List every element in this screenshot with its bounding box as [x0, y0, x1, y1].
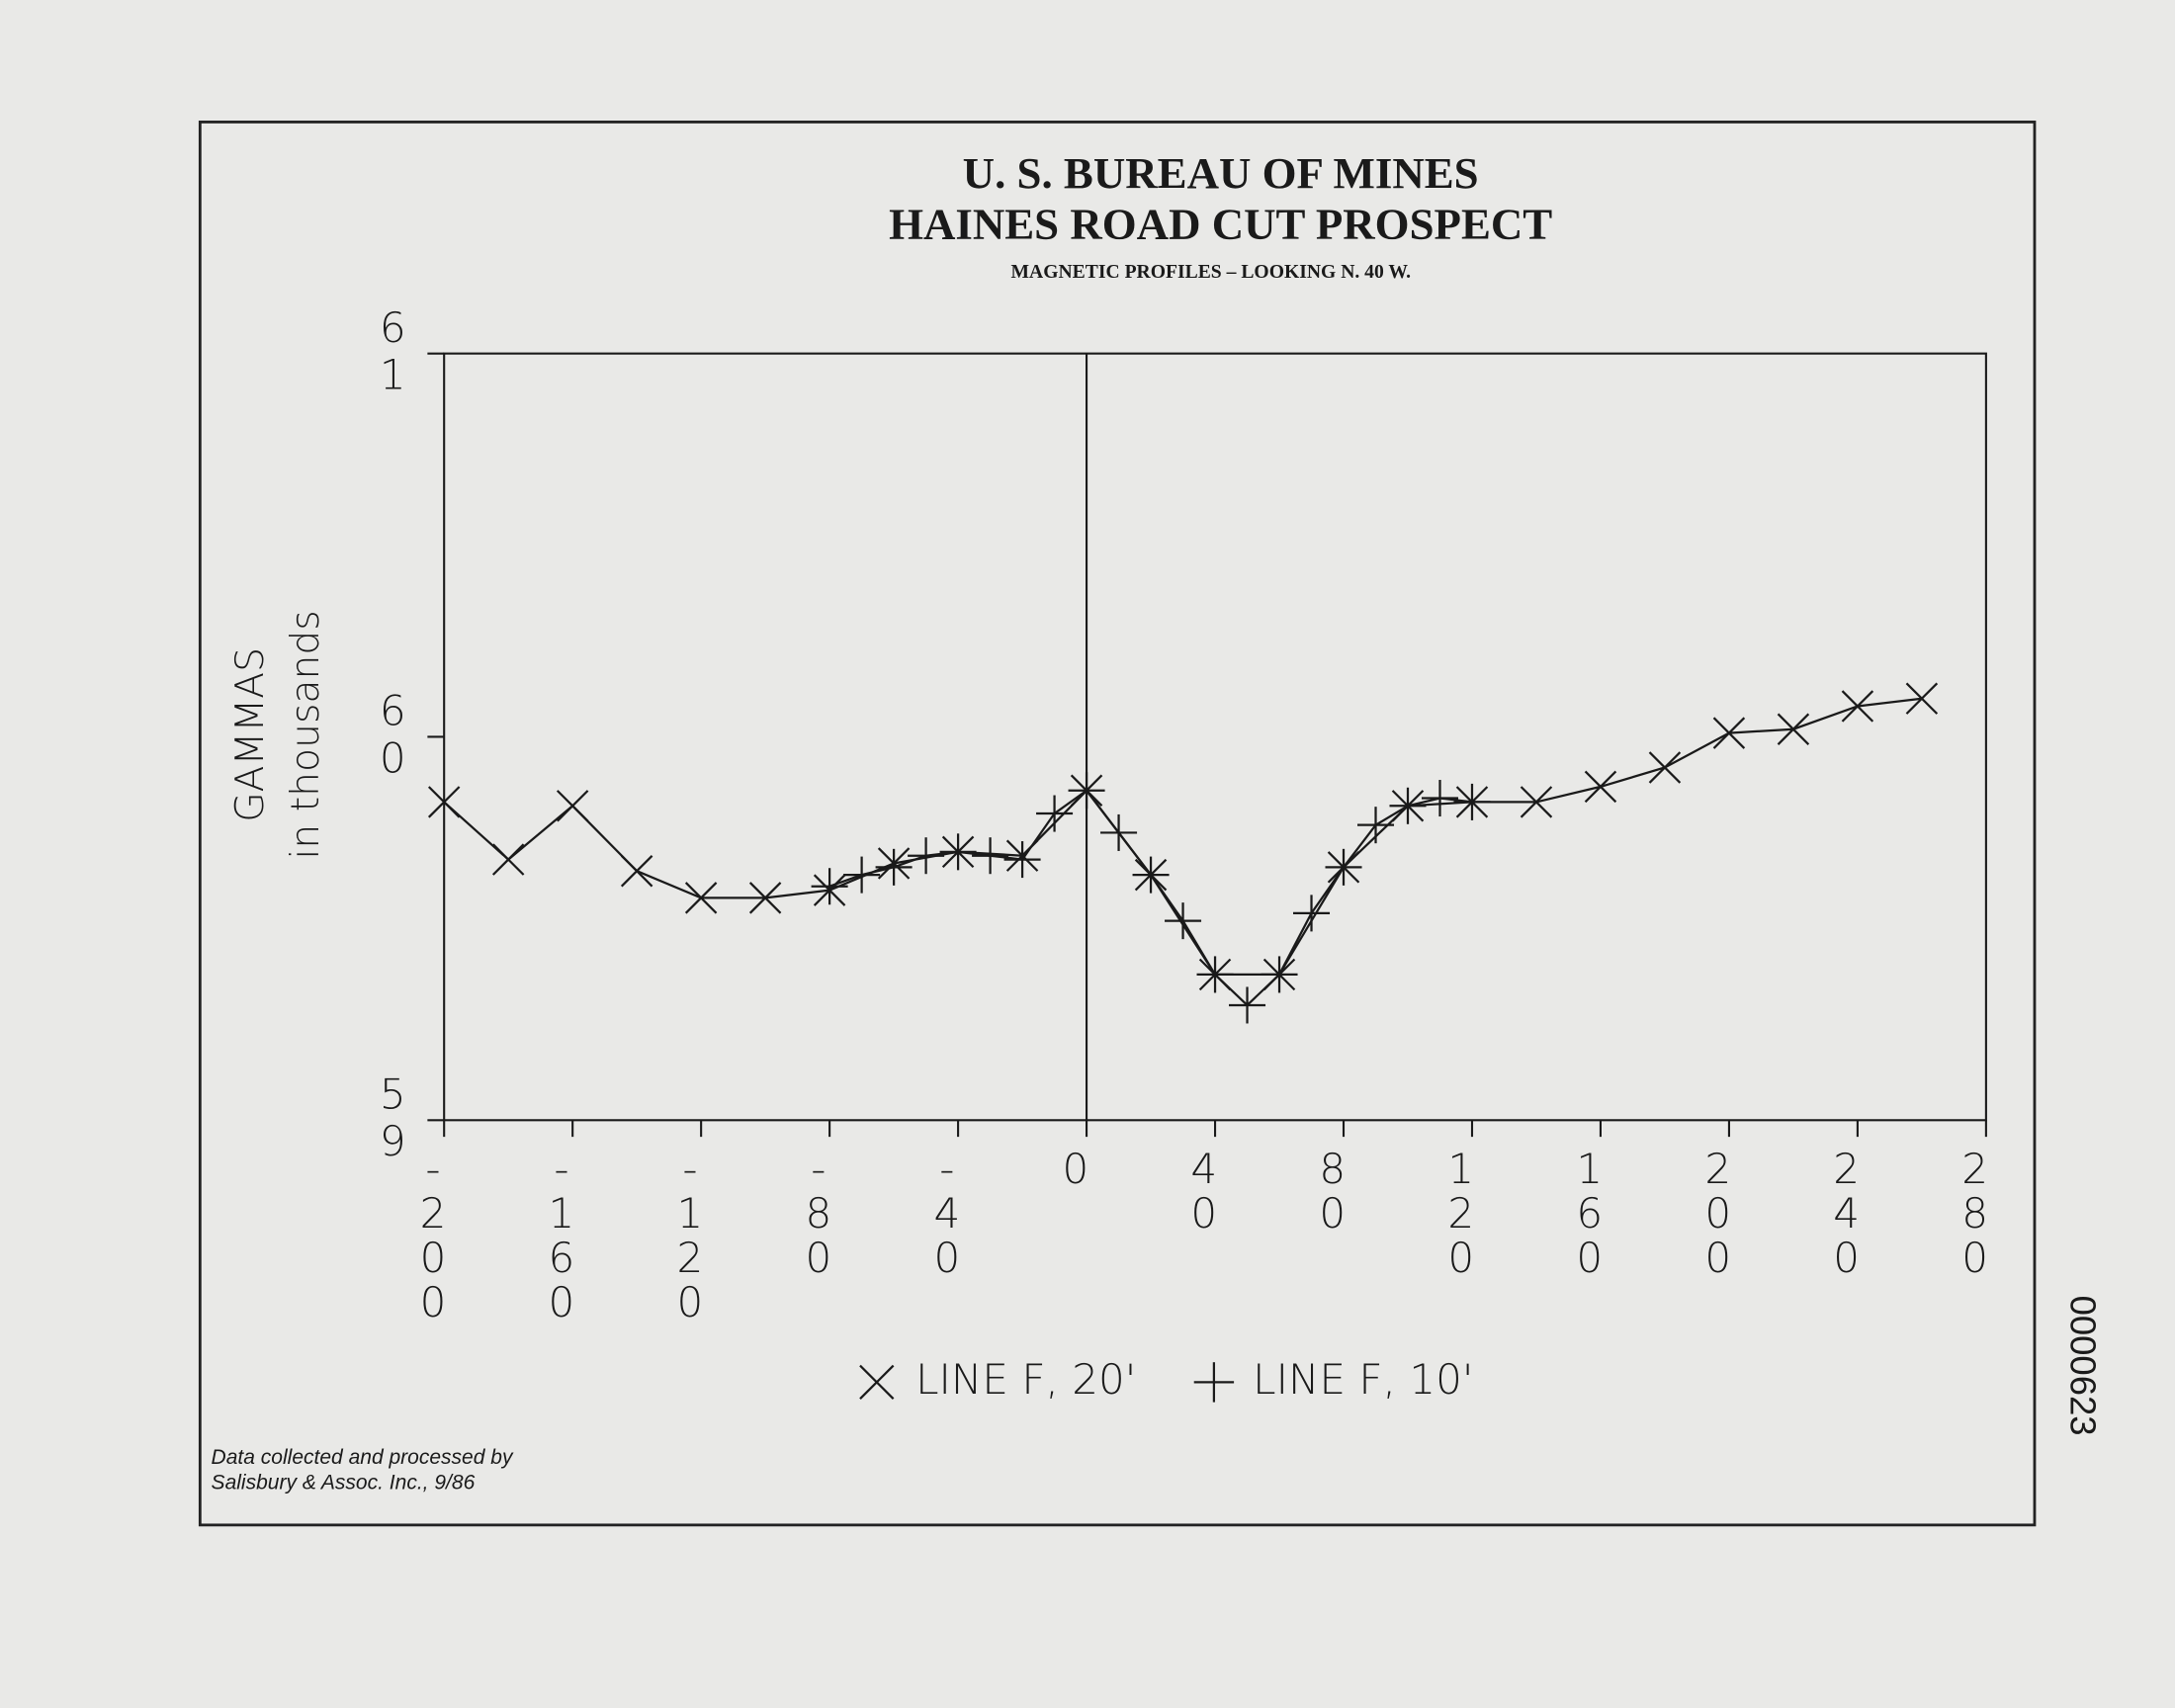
x-tick-label: 0	[1062, 1145, 1088, 1193]
marker-stroke	[620, 854, 653, 888]
y-axis-label: GAMMAS	[228, 647, 273, 822]
point-marker	[491, 843, 525, 876]
point-marker	[1356, 807, 1395, 844]
point-marker	[1165, 902, 1202, 940]
point-marker	[1905, 682, 1939, 715]
point-marker	[1389, 787, 1427, 824]
point-marker	[1036, 795, 1074, 832]
point-marker	[1196, 956, 1234, 993]
point-marker	[427, 786, 461, 818]
x-tick-label: -8 0	[806, 1145, 832, 1282]
point-marker	[1520, 786, 1553, 818]
marker-stroke	[1584, 770, 1617, 804]
x-tick-label: -4 0	[933, 1145, 960, 1282]
point-marker	[1453, 783, 1491, 820]
point-marker	[684, 882, 718, 914]
frame	[198, 121, 2037, 1527]
point-marker	[1229, 986, 1266, 1024]
point-marker	[972, 837, 1009, 875]
point-marker	[859, 1364, 895, 1401]
point-marker	[1132, 856, 1170, 894]
point-marker	[908, 837, 945, 875]
chart-subtitle: HAINES ROAD CUT PROSPECT	[889, 200, 1552, 249]
marker-stroke	[1712, 717, 1746, 749]
point-marker	[811, 868, 848, 905]
x-tick-label: -2 0 0	[420, 1145, 447, 1326]
point-marker	[1777, 713, 1810, 745]
point-marker	[1648, 751, 1682, 784]
marker-stroke	[1905, 682, 1939, 715]
point-marker	[1712, 717, 1746, 749]
marker-stroke	[748, 882, 782, 914]
marker-stroke	[859, 1364, 895, 1401]
y-axis-label: in thousands	[284, 610, 328, 859]
footnote: Salisbury & Assoc. Inc., 9/86	[212, 1471, 476, 1494]
point-marker	[1193, 1362, 1235, 1403]
marker-stroke	[556, 790, 589, 822]
legend-label: LINE F, 10'	[1253, 1355, 1473, 1404]
point-marker	[556, 790, 589, 822]
chart-caption: MAGNETIC PROFILES – LOOKING N. 40 W.	[1011, 262, 1412, 283]
point-marker	[1293, 895, 1331, 932]
x-tick-label: -1 2 0	[677, 1145, 704, 1326]
point-marker	[620, 854, 653, 888]
plot-area	[443, 352, 1987, 1122]
marker-stroke	[1777, 713, 1810, 745]
chart-title: U. S. BUREAU OF MINES	[963, 148, 1479, 198]
point-marker	[748, 882, 782, 914]
point-marker	[1261, 956, 1298, 993]
point-marker	[1421, 780, 1459, 817]
point-marker	[1003, 841, 1041, 879]
footnote: Data collected and processed by	[212, 1446, 514, 1469]
point-marker	[1584, 770, 1617, 804]
point-marker	[1068, 772, 1105, 810]
stamp: 0000623	[2063, 1296, 2104, 1436]
x-tick-label: -1 6 0	[549, 1145, 575, 1326]
marker-stroke	[491, 843, 525, 876]
marker-stroke	[1520, 786, 1553, 818]
point-marker	[843, 856, 881, 894]
marker-stroke	[1648, 751, 1682, 784]
marker-stroke	[684, 882, 718, 914]
point-marker	[939, 833, 977, 871]
point-marker	[1325, 848, 1362, 886]
legend-label: LINE F, 20'	[915, 1355, 1136, 1404]
marker-stroke	[427, 786, 461, 818]
point-marker	[1100, 813, 1138, 851]
marker-stroke	[1841, 690, 1874, 723]
point-marker	[1841, 690, 1874, 723]
point-marker	[875, 848, 913, 886]
